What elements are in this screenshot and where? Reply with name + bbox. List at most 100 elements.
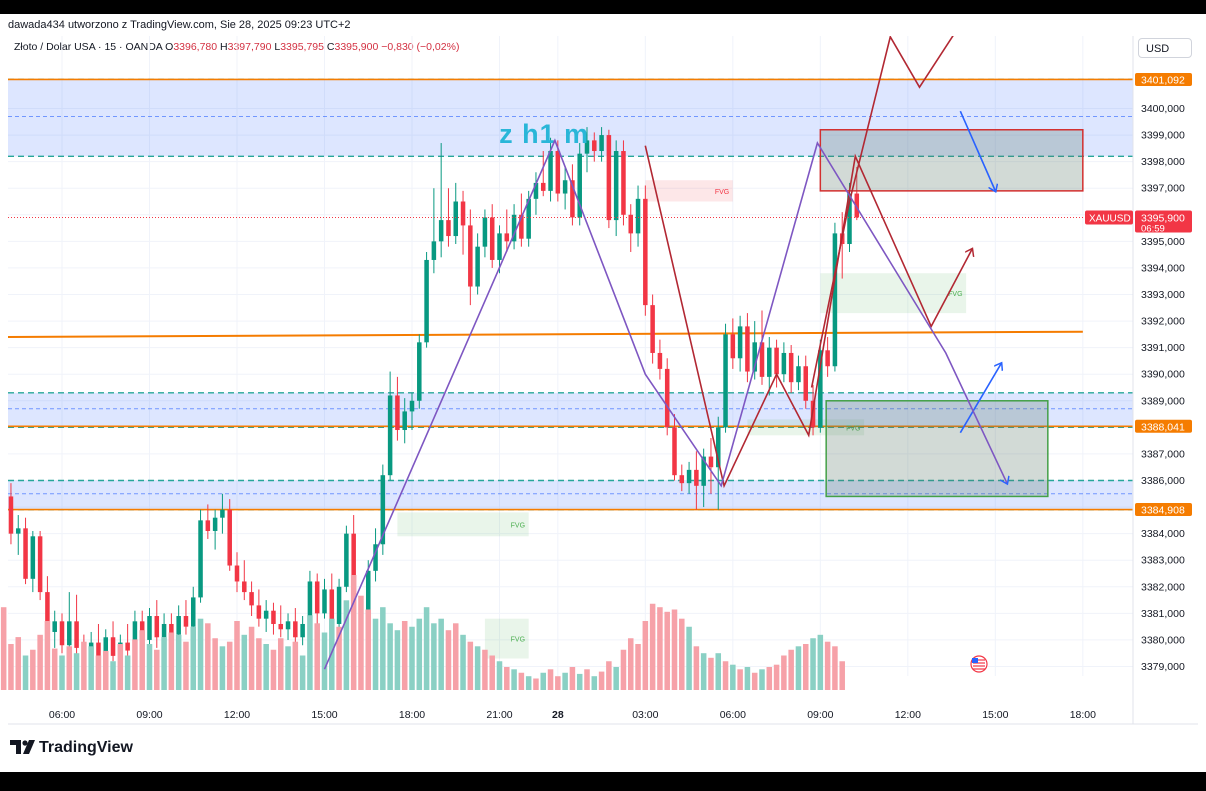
currency-button[interactable]: USD — [1138, 38, 1192, 58]
supply-demand-zone — [8, 79, 1133, 157]
volume-bar — [730, 664, 736, 690]
volume-bar — [321, 632, 328, 690]
candle-body — [460, 201, 466, 226]
candle-body — [592, 140, 597, 152]
candle-body — [409, 400, 415, 412]
volume-bar — [110, 661, 116, 690]
candle-body — [336, 586, 342, 624]
volume-bar — [569, 667, 576, 690]
brand-name: TradingView — [39, 739, 133, 756]
price-tick-label: 3386,000 — [1141, 475, 1185, 487]
price-tick-label: 3383,000 — [1141, 555, 1185, 567]
volume-bar — [37, 634, 43, 690]
candle-body — [489, 217, 495, 260]
candle-body — [373, 544, 378, 571]
volume-bar — [496, 661, 503, 690]
volume-bar — [416, 618, 423, 690]
price-label-text: 3401,092 — [1141, 74, 1185, 86]
candle-body — [8, 496, 14, 534]
candle-body — [110, 637, 116, 656]
candle-body — [169, 623, 174, 635]
volume-bar — [44, 621, 51, 690]
time-tick-label: 03:00 — [632, 709, 658, 721]
volume-bar — [146, 644, 153, 690]
candle-body — [45, 592, 50, 632]
price-tick-label: 3399,000 — [1141, 130, 1185, 142]
candle-body — [723, 334, 728, 428]
price-tick-label: 3380,000 — [1141, 634, 1185, 646]
volume-bar — [0, 607, 7, 690]
candle-body — [526, 198, 531, 239]
price-tick-label: 3393,000 — [1141, 289, 1185, 301]
volume-bar — [387, 623, 393, 690]
price-label-box — [1135, 503, 1192, 517]
open-value: 3396,780 — [173, 41, 218, 53]
volume-bar — [168, 632, 175, 690]
candle-body — [854, 193, 860, 218]
time-tick-label: 15:00 — [311, 709, 337, 721]
volume-bar — [270, 649, 277, 690]
red-upside-path — [810, 36, 954, 388]
volume-bar — [285, 646, 291, 690]
time-tick-label: 18:00 — [399, 709, 425, 721]
price-label-box — [1135, 210, 1192, 233]
close-key: C — [326, 41, 335, 53]
candle-body — [818, 350, 823, 428]
volume-bar — [139, 630, 145, 690]
low-value: 3395,795 — [280, 41, 324, 53]
time-tick-label: 28 — [552, 709, 564, 721]
volume-bar — [234, 621, 240, 690]
candle-body — [577, 153, 582, 218]
price-tick-label: 3397,000 — [1141, 183, 1185, 195]
volume-bar — [66, 646, 73, 690]
symbol-title[interactable]: Złoto / Dolar USA · 15 · OANDA — [14, 41, 163, 53]
candle-body — [322, 589, 327, 614]
volume-bar — [51, 648, 58, 690]
candle-body — [482, 217, 488, 247]
candle-body — [344, 533, 349, 587]
volume-bar — [722, 661, 729, 690]
candle-body — [759, 342, 765, 377]
candle-body — [796, 366, 801, 383]
candle-body — [15, 528, 21, 534]
volume-bar — [365, 609, 372, 690]
volume-bar — [708, 657, 714, 690]
volume-bar — [555, 676, 561, 690]
candle-body — [555, 151, 561, 194]
us-flag-canton — [972, 658, 978, 663]
time-tick-label: 06:00 — [720, 709, 746, 721]
volume-bar — [452, 623, 459, 690]
time-tick-label: 12:00 — [895, 709, 921, 721]
price-tick-label: 3392,000 — [1141, 316, 1185, 328]
candle-body — [511, 214, 517, 242]
candle-body — [635, 198, 641, 234]
candle-body — [307, 581, 313, 624]
candle-body — [351, 533, 356, 611]
volume-bar — [693, 646, 700, 690]
price-label-text: 3388,041 — [1141, 421, 1185, 433]
price-chart[interactable]: FVG FVG FVG FVG FVG z h1 m 3400,000 3399,000 339… — [0, 14, 1206, 772]
volume-bar — [802, 644, 809, 690]
candle-body — [314, 581, 320, 614]
candle-body — [431, 241, 437, 260]
volume-bar — [759, 669, 765, 690]
candle-body — [745, 326, 750, 372]
volume-bar — [562, 672, 568, 690]
volume-bar — [132, 639, 138, 690]
supply-demand-zone — [8, 480, 1133, 510]
volume-bar — [263, 644, 269, 690]
volume-bar — [161, 637, 167, 690]
chart-card: dawada434 utworzono z TradingView.com, S… — [0, 14, 1206, 772]
price-tick-label: 3389,000 — [1141, 395, 1185, 407]
candle-body — [205, 520, 211, 531]
candle-body — [387, 395, 393, 476]
time-tick-label: 09:00 — [136, 709, 162, 721]
countdown-label-text: 06:59 — [1141, 223, 1165, 234]
candle-body — [212, 517, 218, 531]
volume-bar — [22, 655, 29, 690]
fvg-label: FVG — [511, 522, 525, 529]
candle-body — [424, 259, 429, 343]
volume-bar — [314, 623, 320, 690]
volume-bar — [642, 621, 649, 690]
volume-bar — [423, 607, 430, 690]
